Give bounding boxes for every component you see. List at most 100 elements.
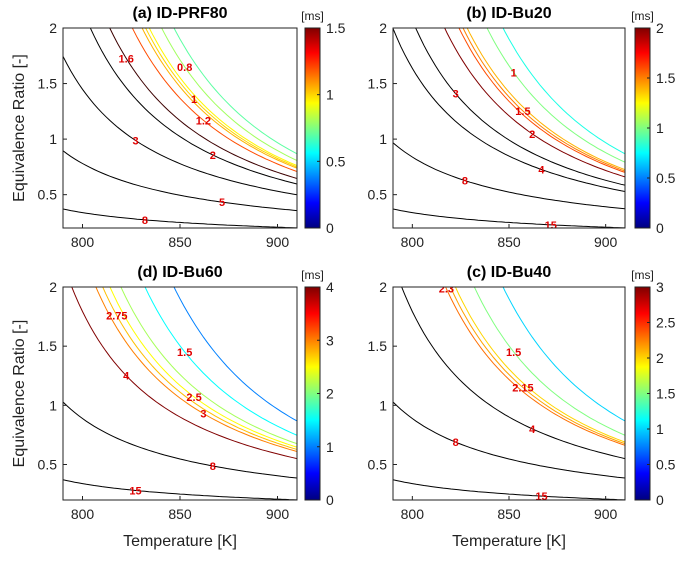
x-tick-label: 900 bbox=[594, 234, 618, 250]
colorbar-tick-label: 0.5 bbox=[656, 457, 676, 473]
contour-label: 5 bbox=[219, 197, 225, 209]
contour-line bbox=[148, 28, 297, 167]
contour-label: 1.6 bbox=[119, 53, 134, 65]
y-axis-label: Equivalence Ratio [-] bbox=[11, 320, 28, 468]
contour-line bbox=[109, 287, 297, 448]
panel-title: (d) ID-Bu60 bbox=[137, 264, 222, 281]
colorbar-tick-label: 1.5 bbox=[656, 386, 676, 402]
contour-label: 15 bbox=[129, 485, 141, 497]
colorbar-label: [ms] bbox=[301, 9, 324, 23]
y-tick-label: 1.5 bbox=[38, 76, 58, 92]
y-tick-label: 0.5 bbox=[38, 187, 58, 203]
colorbar-tick-label: 3 bbox=[656, 279, 664, 295]
contour-line bbox=[63, 56, 297, 196]
contour-line bbox=[141, 28, 297, 169]
plot-area: 0.811.41.51.6234815 bbox=[393, 28, 625, 228]
contour-label: 0.8 bbox=[177, 62, 192, 74]
contour-label: 8 bbox=[462, 176, 468, 188]
contour-line bbox=[393, 142, 625, 210]
contour-line bbox=[63, 401, 297, 479]
y-tick-label: 2 bbox=[49, 20, 57, 36]
contour-line bbox=[462, 28, 625, 172]
contour-line bbox=[415, 28, 625, 186]
y-tick-label: 1 bbox=[379, 397, 387, 413]
colorbar-label: [ms] bbox=[631, 268, 654, 282]
colorbar-tick-label: 0 bbox=[656, 220, 664, 236]
x-tick-label: 900 bbox=[594, 506, 618, 522]
contour-line bbox=[95, 287, 297, 452]
panel: (a) ID-PRF800.70.80.9511.051.21.62358800… bbox=[11, 5, 346, 250]
contour-label: 2.15 bbox=[512, 382, 533, 394]
x-tick-label: 850 bbox=[168, 234, 192, 250]
contour-line bbox=[466, 28, 625, 171]
x-tick-label: 800 bbox=[401, 234, 425, 250]
contour-line bbox=[63, 150, 297, 212]
y-tick-label: 0.5 bbox=[38, 457, 58, 473]
y-tick-label: 1 bbox=[49, 397, 57, 413]
contour-label: 1.5 bbox=[177, 347, 192, 359]
contour-line bbox=[131, 28, 297, 172]
colorbar-tick-label: 0.5 bbox=[326, 153, 346, 169]
contour-line bbox=[102, 287, 297, 450]
y-tick-label: 1.5 bbox=[38, 338, 58, 354]
y-tick-label: 1.5 bbox=[368, 338, 388, 354]
contour-line bbox=[486, 28, 625, 163]
contour-line bbox=[502, 287, 625, 422]
panel: (c) ID-Bu40 1 1.5 2 2.15 2.3 4 8 15 800 850 900 0.5 1… bbox=[368, 264, 676, 550]
x-tick-label: 800 bbox=[401, 506, 425, 522]
colorbar-tick-label: 1 bbox=[656, 421, 664, 437]
x-tick-label: 900 bbox=[266, 506, 290, 522]
colorbar-label: [ms] bbox=[301, 268, 324, 282]
contour-label: 8 bbox=[210, 461, 216, 473]
contour-label: 1.5 bbox=[515, 106, 530, 118]
contour-label: 4 bbox=[538, 165, 545, 177]
contour-label: 1.5 bbox=[506, 347, 521, 359]
contour-label: 2 bbox=[529, 129, 535, 141]
contour-label: 8 bbox=[142, 215, 148, 227]
y-tick-label: 1 bbox=[379, 131, 387, 147]
contour-line bbox=[458, 28, 625, 173]
x-tick-label: 800 bbox=[71, 506, 95, 522]
y-tick-label: 2 bbox=[49, 279, 57, 295]
contour-label: 1.2 bbox=[196, 115, 211, 127]
contour-label: 1 bbox=[511, 67, 517, 79]
contour-label: 15 bbox=[535, 491, 547, 503]
colorbar-tick-label: 0.5 bbox=[656, 170, 676, 186]
x-axis-label: Temperature [K] bbox=[452, 533, 566, 550]
colorbar-tick-label: 0 bbox=[326, 220, 334, 236]
contour-line bbox=[444, 28, 625, 178]
contour-line bbox=[63, 208, 297, 228]
contour-line bbox=[109, 28, 297, 179]
contour-line bbox=[173, 28, 297, 155]
contour-label: 2.75 bbox=[106, 311, 127, 323]
contour-line bbox=[120, 287, 297, 445]
contour-line bbox=[393, 28, 625, 192]
plot-background bbox=[63, 28, 297, 228]
contour-line bbox=[445, 287, 625, 446]
panel-title: (c) ID-Bu40 bbox=[467, 264, 552, 281]
contour-label: 2.3 bbox=[439, 284, 454, 296]
contour-line bbox=[161, 28, 297, 161]
panel: (b) ID-Bu200.811.41.51.62348158008509000… bbox=[368, 5, 676, 250]
contour-line bbox=[145, 28, 297, 168]
colorbar-tick-label: 0 bbox=[656, 492, 664, 508]
panel-title: (a) ID-PRF80 bbox=[132, 5, 227, 22]
y-tick-label: 2 bbox=[379, 20, 387, 36]
colorbar-tick-label: 4 bbox=[326, 279, 334, 295]
x-tick-label: 850 bbox=[497, 506, 521, 522]
contour-label: 1 bbox=[191, 94, 197, 106]
x-tick-label: 800 bbox=[71, 234, 95, 250]
colorbar bbox=[304, 27, 321, 229]
plot-background bbox=[393, 287, 625, 500]
contour-label: 2.5 bbox=[186, 392, 201, 404]
y-tick-label: 1 bbox=[49, 131, 57, 147]
contour-line bbox=[401, 287, 625, 460]
colorbar-tick-label: 2.5 bbox=[656, 315, 676, 331]
colorbar-tick-label: 1 bbox=[656, 120, 664, 136]
contour-line bbox=[393, 401, 625, 479]
panel: (d) ID-Bu6011.52.152.52.7534815800850900… bbox=[11, 264, 334, 550]
